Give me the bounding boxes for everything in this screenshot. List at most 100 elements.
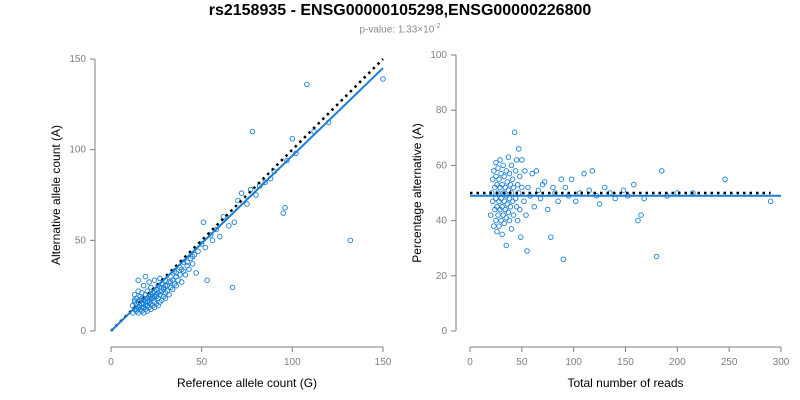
percent-data-point [507,204,514,210]
percent-data-point [548,234,554,240]
percent-data-point [558,176,564,182]
allele-data-point [157,288,163,294]
percent-data-point [518,234,524,240]
allele-data-point [247,186,254,193]
allele-data-point [347,237,354,244]
allele-data-point [193,270,199,276]
percent-data-point [505,209,512,216]
percent-data-point [541,179,548,185]
percent-data-point [517,206,523,213]
allele-data-point [169,286,176,293]
percent-data-point [519,184,525,191]
percent-data-point [631,181,637,188]
percent-y-axis-title: Percentage alternative (A) [410,123,424,262]
allele-x-axis-title: Reference allele count (G) [177,376,317,390]
percent-data-point [529,170,535,177]
allele-y-tick-label: 50 [75,235,87,246]
percent-data-point [555,198,561,205]
allele-data-point [253,192,259,198]
percent-data-point [560,256,567,262]
percent-data-point [500,162,506,169]
allele-data-point [189,253,196,260]
percent-data-point [523,212,529,218]
percent-data-point [505,154,512,160]
percent-data-point [493,217,499,224]
percent-x-tick-label: 300 [773,357,790,368]
percent-data-point [500,212,506,218]
percent-data-point [545,206,551,213]
allele-data-point [282,204,288,211]
percent-data-point [490,176,496,182]
percent-data-point [490,198,496,205]
percent-x-tick-label: 50 [516,357,528,368]
percent-data-point [620,187,627,193]
p-value-exponent: -2 [434,23,441,30]
allele-fit-line [110,67,384,332]
percent-data-point [502,184,508,191]
percentage-panel: 0 50 100 150 200 250 300 0 20 40 60 80 100 Total numb… [410,50,790,390]
allele-data-point [238,190,245,196]
chart-title: rs2158935 - ENSG00000105298,ENSG00000226… [208,2,592,19]
allele-data-point [186,266,192,273]
percent-data-point [512,195,519,202]
percent-data-point [501,173,507,180]
percent-data-point [499,181,505,188]
allele-data-point [262,179,268,186]
percent-data-point [525,184,531,191]
allele-data-point [178,279,185,285]
percent-data-point [503,215,510,221]
percent-data-point [513,204,520,210]
percent-data-point [510,212,517,218]
percent-data-point [502,206,508,213]
allele-count-panel: 0 50 100 150 0 50 100 150 Reference allele count… [49,54,392,390]
percent-data-point [496,223,502,229]
percent-data-point [589,168,596,174]
percent-data-point [496,176,502,182]
allele-data-point [162,295,169,302]
allele-data-point [284,157,290,164]
allele-data-point [217,233,223,240]
percent-data-point [494,228,500,235]
percent-data-point [501,220,507,227]
percent-data-point [507,181,514,188]
percent-x-axis-title: Total number of reads [567,376,683,390]
percent-data-point [499,231,505,238]
percent-data-point [508,226,515,232]
allele-data-point [178,266,185,273]
allele-data-point [151,293,158,300]
allele-x-tick-label: 50 [196,357,208,368]
allele-y-tick-label: 100 [69,145,86,156]
percent-data-point [510,184,517,191]
allele-data-point [166,291,172,298]
percent-data-point [612,195,618,202]
percent-data-point [537,195,544,202]
percent-data-point [506,170,513,177]
percent-data-point [494,181,500,188]
percent-data-point [491,223,497,229]
percent-data-point [767,198,774,205]
allele-data-point [184,259,190,265]
percent-data-point [504,201,511,207]
percent-y-tick-label: 40 [436,216,448,227]
allele-x-tick-label: 100 [284,357,301,368]
allele-reference-line [110,58,384,332]
allele-data-point [139,304,145,311]
percent-data-point [568,176,575,182]
percent-data-point [513,157,520,163]
allele-data-point [220,214,227,220]
percent-data-point [497,157,503,163]
percent-data-point [498,217,504,224]
allele-data-point [168,279,174,285]
allele-data-point [189,261,196,267]
percent-data-point [531,204,538,210]
allele-data-point [173,282,180,289]
allele-data-point [162,282,169,289]
allele-data-point [142,273,149,280]
percent-data-point [515,146,522,152]
allele-data-point [131,299,138,305]
allele-data-point [182,272,189,278]
percent-data-point [514,217,521,224]
percent-data-point [562,184,569,191]
chart-subtitle: p-value: 1.33×10-2 [0,23,800,35]
